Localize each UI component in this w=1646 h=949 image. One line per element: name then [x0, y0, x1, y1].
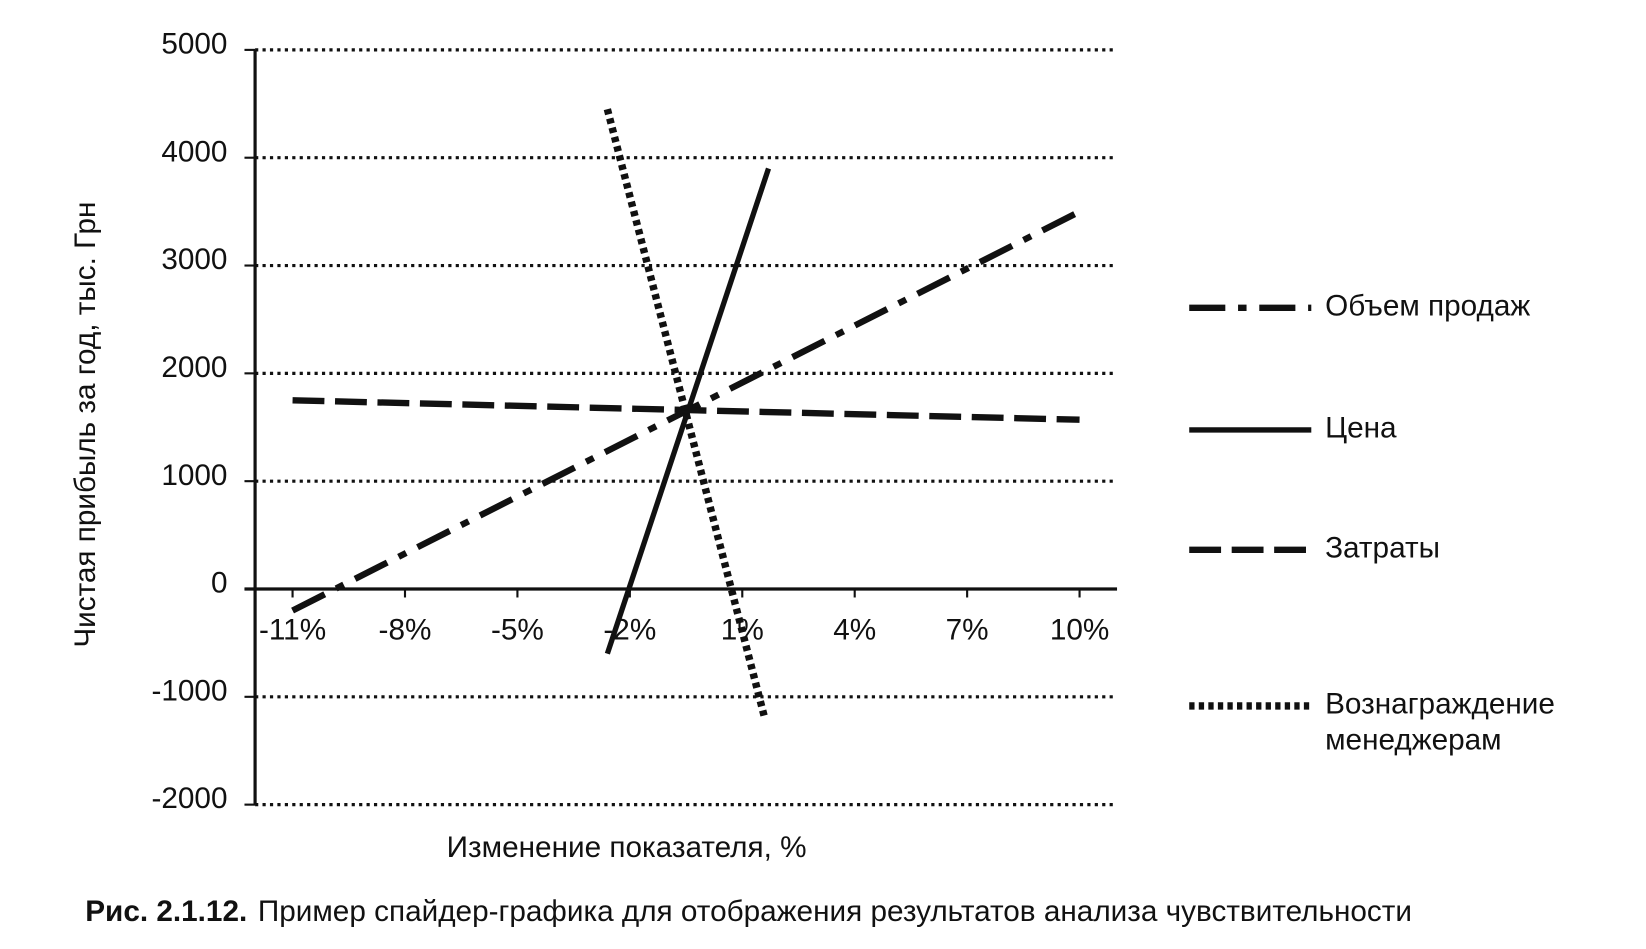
legend-entry: Объем продаж	[1325, 288, 1531, 322]
x-tick-label: 7%	[946, 613, 989, 646]
figure-label: Рис. 2.1.12.	[85, 895, 247, 928]
x-tick-label: 10%	[1050, 613, 1109, 646]
legend-label: Вознаграждение менеджерам	[1325, 686, 1555, 756]
y-tick-label: 0	[211, 567, 228, 600]
legend-label: Цена	[1325, 410, 1397, 444]
x-tick-label: -11%	[259, 613, 326, 646]
legend-entry: Затраты	[1325, 530, 1440, 564]
legend-entry: Вознаграждение менеджерам	[1325, 686, 1555, 756]
y-tick-label: 4000	[161, 135, 227, 168]
y-tick-label: 3000	[161, 243, 227, 276]
legend-label: Объем продаж	[1325, 288, 1531, 322]
x-axis-title: Изменение показателя, %	[447, 831, 807, 864]
legend-entry: Цена	[1325, 410, 1397, 444]
y-tick-label: 5000	[161, 27, 227, 60]
y-tick-label: 1000	[161, 459, 227, 492]
y-tick-label: -2000	[151, 782, 227, 815]
y-axis-title: Чистая прибыль за год, тыс. Грн	[69, 202, 102, 648]
x-tick-label: 4%	[833, 613, 876, 646]
caption-text: Пример спайдер-графика для отображения р…	[258, 895, 1412, 928]
x-tick-label: -5%	[491, 613, 544, 646]
y-tick-label: 2000	[161, 351, 227, 384]
legend-label: Затраты	[1325, 530, 1440, 564]
y-tick-label: -1000	[151, 674, 227, 707]
caption: Рис. 2.1.12. Пример спайдер-графика для о…	[85, 895, 1412, 928]
x-tick-label: -8%	[379, 613, 432, 646]
